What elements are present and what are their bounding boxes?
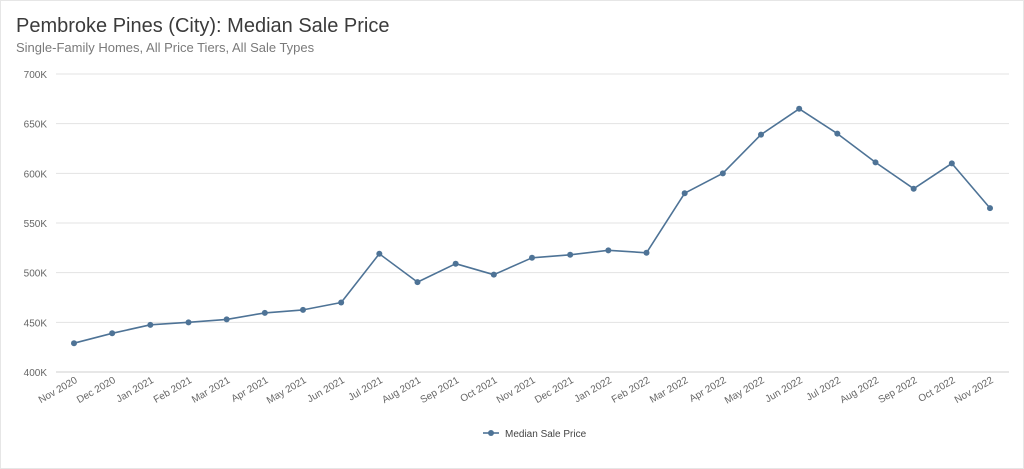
data-point[interactable] bbox=[643, 249, 650, 256]
data-point[interactable] bbox=[223, 316, 230, 323]
y-tick-label: 550K bbox=[24, 219, 48, 230]
data-point[interactable] bbox=[719, 170, 726, 177]
data-point[interactable] bbox=[796, 105, 803, 112]
x-tick-label: Nov 2020 bbox=[37, 375, 80, 406]
x-tick-label: Apr 2021 bbox=[230, 375, 271, 405]
data-point[interactable] bbox=[948, 160, 955, 167]
x-tick-label: Oct 2021 bbox=[459, 375, 500, 405]
x-tick-label: Mar 2021 bbox=[190, 375, 232, 406]
data-point[interactable] bbox=[147, 321, 154, 328]
y-tick-label: 600K bbox=[24, 169, 48, 180]
data-point[interactable] bbox=[490, 271, 497, 278]
chart-title: Pembroke Pines (City): Median Sale Price bbox=[16, 15, 390, 37]
data-point[interactable] bbox=[834, 130, 841, 137]
x-tick-label: Jun 2022 bbox=[764, 375, 806, 405]
x-tick-label: Oct 2022 bbox=[917, 375, 958, 405]
data-point[interactable] bbox=[338, 299, 345, 306]
data-point[interactable] bbox=[681, 190, 688, 197]
x-tick-label: Feb 2021 bbox=[152, 375, 194, 406]
data-point[interactable] bbox=[567, 251, 574, 258]
data-point[interactable] bbox=[185, 319, 192, 326]
data-point[interactable] bbox=[414, 279, 421, 286]
data-point[interactable] bbox=[605, 247, 612, 254]
legend-label[interactable]: Median Sale Price bbox=[505, 429, 587, 440]
x-tick-label: Feb 2022 bbox=[610, 375, 652, 406]
series-line bbox=[73, 108, 991, 344]
legend-marker bbox=[488, 430, 494, 436]
x-tick-label: Sep 2022 bbox=[877, 375, 920, 406]
x-tick-label: Dec 2020 bbox=[75, 375, 118, 406]
x-tick-label: Mar 2022 bbox=[648, 375, 690, 406]
x-tick-label: Jan 2021 bbox=[115, 375, 157, 405]
y-tick-label: 650K bbox=[24, 120, 48, 131]
data-point[interactable] bbox=[109, 330, 116, 337]
data-point[interactable] bbox=[300, 306, 306, 313]
x-tick-label: Nov 2022 bbox=[953, 375, 996, 406]
x-tick-label: Jul 2022 bbox=[805, 375, 844, 404]
x-tick-label: May 2021 bbox=[265, 375, 309, 407]
x-tick-label: Apr 2022 bbox=[688, 375, 729, 405]
data-point[interactable] bbox=[376, 250, 383, 257]
x-tick-label: Dec 2021 bbox=[533, 375, 576, 406]
data-point[interactable] bbox=[71, 340, 77, 347]
x-tick-label: Jan 2022 bbox=[573, 375, 615, 405]
x-tick-label: May 2022 bbox=[723, 375, 767, 407]
chart-subtitle: Single-Family Homes, All Price Tiers, Al… bbox=[16, 40, 315, 55]
y-tick-label: 700K bbox=[24, 70, 48, 81]
data-point[interactable] bbox=[910, 185, 917, 192]
data-point[interactable] bbox=[758, 131, 764, 138]
y-tick-label: 500K bbox=[24, 269, 48, 280]
x-tick-label: Nov 2021 bbox=[495, 375, 538, 406]
y-tick-label: 450K bbox=[24, 318, 48, 329]
x-tick-label: Aug 2021 bbox=[380, 375, 423, 406]
data-point[interactable] bbox=[872, 159, 879, 166]
y-tick-label: 400K bbox=[24, 368, 48, 379]
x-tick-label: Sep 2021 bbox=[419, 375, 462, 406]
x-tick-label: Jul 2021 bbox=[347, 375, 386, 404]
data-point[interactable] bbox=[987, 205, 993, 212]
data-point[interactable] bbox=[529, 254, 535, 261]
data-point[interactable] bbox=[452, 260, 459, 267]
x-tick-label: Jun 2021 bbox=[306, 375, 348, 405]
data-point[interactable] bbox=[261, 309, 268, 316]
x-tick-label: Aug 2022 bbox=[838, 375, 881, 406]
